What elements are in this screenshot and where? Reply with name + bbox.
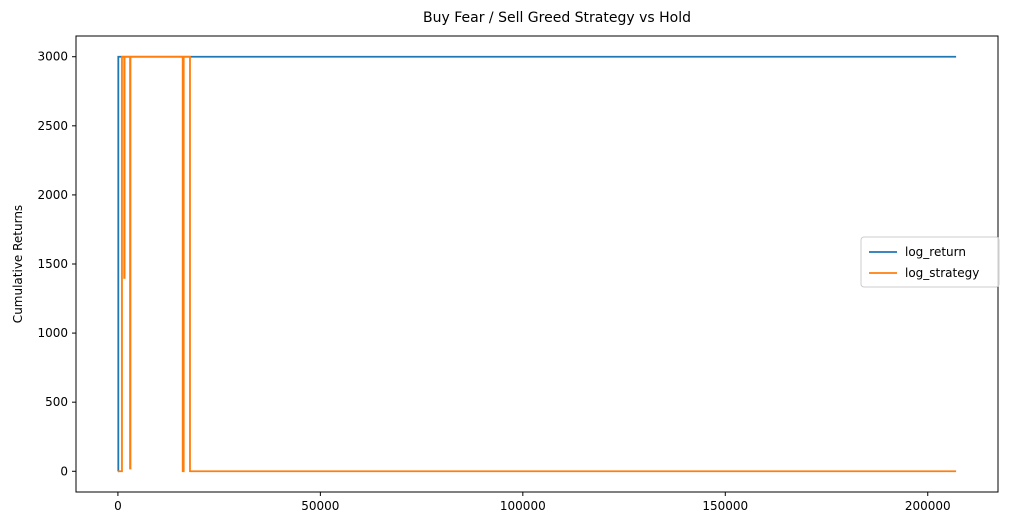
y-tick-label: 1000	[37, 326, 68, 340]
x-axis: 0 50000 100000 150000 200000	[114, 492, 951, 513]
x-tick-label: 50000	[301, 499, 339, 513]
y-tick-label: 500	[45, 395, 68, 409]
x-tick-label: 0	[114, 499, 122, 513]
legend: log_return log_strategy	[860, 236, 1000, 288]
x-tick-label: 100000	[500, 499, 546, 513]
y-axis-title: Cumulative Returns	[11, 205, 25, 323]
x-tick-label: 150000	[702, 499, 748, 513]
legend-label: log_strategy	[905, 266, 979, 280]
y-tick-label: 3000	[37, 50, 68, 64]
legend-label: log_return	[905, 245, 966, 259]
series-line-log-strategy	[117, 55, 957, 473]
y-axis: 0 500 1000 1500 2000 2500 3000	[37, 50, 76, 478]
y-tick-label: 2500	[37, 119, 68, 133]
legend-box	[860, 236, 1000, 288]
y-tick-label: 2000	[37, 188, 68, 202]
y-tick-label: 0	[60, 464, 68, 478]
x-tick-label: 200000	[905, 499, 951, 513]
y-tick-label: 1500	[37, 257, 68, 271]
series-layer	[117, 55, 957, 473]
chart-title: Buy Fear / Sell Greed Strategy vs Hold	[423, 10, 691, 26]
